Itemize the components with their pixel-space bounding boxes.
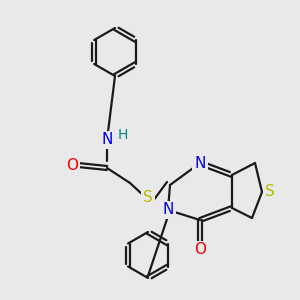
Text: H: H bbox=[118, 128, 128, 142]
Text: O: O bbox=[194, 242, 206, 257]
Text: S: S bbox=[265, 184, 275, 200]
Text: S: S bbox=[143, 190, 153, 206]
Text: O: O bbox=[66, 158, 78, 172]
Text: N: N bbox=[194, 155, 206, 170]
Text: N: N bbox=[162, 202, 174, 217]
Text: N: N bbox=[101, 133, 113, 148]
